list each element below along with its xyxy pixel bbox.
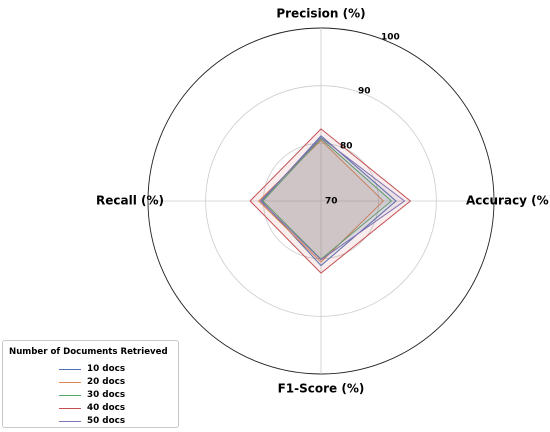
legend-label-30-docs: 30 docs <box>87 390 126 400</box>
series-area-40-docs <box>249 128 412 274</box>
legend-swatch-30-docs <box>59 394 81 396</box>
legend-label-20-docs: 20 docs <box>87 377 126 387</box>
legend-swatch-50-docs <box>59 420 81 422</box>
legend-item-20-docs: 20 docs <box>59 376 125 388</box>
series-area-50-docs <box>259 136 406 261</box>
legend-item-10-docs: 10 docs <box>59 363 125 375</box>
tick-label-80: 80 <box>340 142 353 152</box>
radar-labels: 70 80 90 100 Accuracy (%) Precision (%) Recall… <box>96 7 550 396</box>
tick-label-100: 100 <box>381 33 400 43</box>
tick-label-90: 90 <box>358 87 371 97</box>
radar-series <box>249 128 412 274</box>
legend: Number of Documents Retrieved 10 docs 20… <box>2 340 179 428</box>
legend-item-40-docs: 40 docs <box>59 402 125 414</box>
axis-label-recall: Recall (%) <box>96 194 164 208</box>
axis-label-accuracy: Accuracy (%) <box>466 194 550 208</box>
legend-swatch-40-docs <box>59 407 81 409</box>
legend-swatch-20-docs <box>59 381 81 383</box>
axis-label-f1-score: F1-Score (%) <box>278 382 365 396</box>
axis-label-precision: Precision (%) <box>276 7 365 21</box>
legend-item-50-docs: 50 docs <box>59 415 125 427</box>
legend-label-40-docs: 40 docs <box>87 403 126 413</box>
legend-item-30-docs: 30 docs <box>59 389 125 401</box>
series-area-30-docs <box>262 138 393 260</box>
legend-swatch-10-docs <box>59 368 81 370</box>
legend-title: Number of Documents Retrieved <box>9 347 168 357</box>
legend-label-10-docs: 10 docs <box>87 364 126 374</box>
legend-label-50-docs: 50 docs <box>87 416 126 426</box>
tick-label-70: 70 <box>325 197 338 207</box>
